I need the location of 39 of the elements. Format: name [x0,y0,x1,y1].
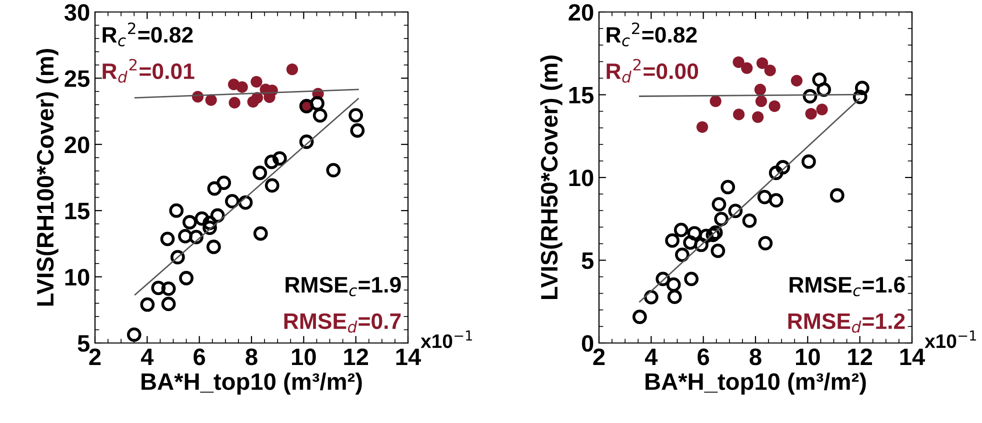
text: x10$^{−1}$ [420,330,472,348]
y-tick-label: 0 [582,335,594,352]
annotation: RMSE$_{c}$=1.9 [286,276,401,296]
y-tick-label: 30 [64,4,90,21]
annotation: RMSE$_{d}$=0.7 [284,313,401,333]
x-tick-label: 10 [796,348,820,366]
y-tick-label: 5 [78,335,90,352]
x-tick-label: 6 [698,348,710,366]
x-tick-label: 8 [246,348,258,366]
y-axis-title: LVIS(RH50*Cover) (m) [540,56,562,300]
annotation: RMSE$_{d}$=1.2 [788,313,905,333]
x-tick-label: 12 [848,348,872,365]
y-tick-label: 10 [65,268,90,286]
y-tick-label: 15 [65,202,90,220]
y-tick-label: 10 [569,170,594,186]
x-axis-title: BA*H_top10 (m³/m²) [142,372,362,395]
x-tick-label: 6 [194,348,206,366]
x-tick-label: 8 [750,348,762,366]
x-tick-label: 12 [344,348,368,365]
y-tick-label: 15 [569,87,594,104]
x-tick-label: 2 [89,348,101,365]
annotation: R$_{d}$$^{2}$=0.00 [606,58,698,83]
x-axis-title: BA*H_top10 (m³/m²) [646,372,866,395]
x-tick-label: 2 [593,348,605,365]
x-tick-label: 14 [900,348,926,365]
text: x10$^{−1}$ [924,330,976,348]
x-tick-label: 4 [140,348,154,365]
annotation: RMSE$_{c}$=1.6 [790,276,905,296]
x-tick-label: 14 [396,348,422,365]
annotation: R$_{d}$$^{2}$=0.01 [102,58,194,83]
y-axis-title: LVIS(RH100*Cover) (m) [36,48,58,306]
y-tick-label: 25 [64,70,90,87]
y-tick-label: 20 [568,4,594,21]
annotation: R$_{c}$$^{2}$=0.82 [102,22,193,46]
y-tick-label: 20 [64,136,90,154]
y-tick-label: 5 [582,252,594,270]
x-tick-label: 10 [292,348,316,366]
annotation: R$_{c}$$^{2}$=0.82 [606,22,697,46]
x-tick-label: 4 [644,348,658,365]
